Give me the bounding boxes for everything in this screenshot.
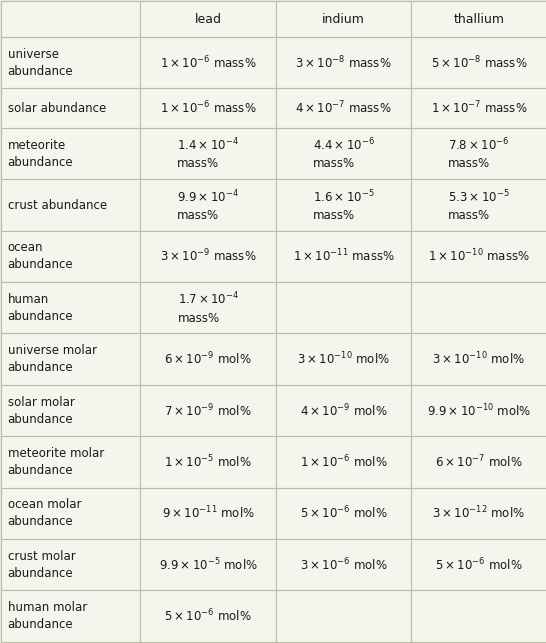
Text: $5\times10^{-6}$ mol%: $5\times10^{-6}$ mol% <box>300 505 387 521</box>
Bar <box>276 487 411 539</box>
Text: $3\times10^{-8}$ mass%: $3\times10^{-8}$ mass% <box>295 54 391 71</box>
Text: $6\times10^{-9}$ mol%: $6\times10^{-9}$ mol% <box>164 351 252 367</box>
Text: crust abundance: crust abundance <box>8 199 107 212</box>
Bar <box>276 590 411 642</box>
Bar <box>411 1 546 37</box>
Bar <box>1 231 140 282</box>
Text: meteorite molar
abundance: meteorite molar abundance <box>8 447 104 477</box>
Text: $1.7\times10^{-4}$
mass%: $1.7\times10^{-4}$ mass% <box>177 291 239 325</box>
Bar <box>411 334 546 385</box>
Text: $1.6\times10^{-5}$
mass%: $1.6\times10^{-5}$ mass% <box>313 188 374 222</box>
Bar <box>1 37 140 88</box>
Bar <box>140 88 276 128</box>
Bar <box>411 487 546 539</box>
Text: thallium: thallium <box>453 13 505 26</box>
Bar <box>276 231 411 282</box>
Bar <box>140 436 276 487</box>
Bar <box>411 231 546 282</box>
Bar <box>140 539 276 590</box>
Text: indium: indium <box>322 13 365 26</box>
Bar <box>1 487 140 539</box>
Text: $7\times10^{-9}$ mol%: $7\times10^{-9}$ mol% <box>164 403 252 419</box>
Bar <box>140 128 276 179</box>
Text: $3\times10^{-6}$ mol%: $3\times10^{-6}$ mol% <box>300 556 387 573</box>
Text: $4\times10^{-9}$ mol%: $4\times10^{-9}$ mol% <box>300 403 387 419</box>
Text: $1\times10^{-6}$ mass%: $1\times10^{-6}$ mass% <box>160 100 256 116</box>
Text: $9.9\times10^{-10}$ mol%: $9.9\times10^{-10}$ mol% <box>427 403 531 419</box>
Bar <box>411 37 546 88</box>
Bar <box>411 590 546 642</box>
Bar <box>1 385 140 436</box>
Text: $6\times10^{-7}$ mol%: $6\times10^{-7}$ mol% <box>435 453 523 470</box>
Bar <box>1 88 140 128</box>
Bar <box>276 128 411 179</box>
Text: solar abundance: solar abundance <box>8 102 106 114</box>
Text: $9.9\times10^{-5}$ mol%: $9.9\times10^{-5}$ mol% <box>159 556 257 573</box>
Bar <box>276 385 411 436</box>
Bar <box>276 179 411 231</box>
Text: $3\times10^{-10}$ mol%: $3\times10^{-10}$ mol% <box>297 351 390 367</box>
Text: $9\times10^{-11}$ mol%: $9\times10^{-11}$ mol% <box>162 505 254 521</box>
Bar <box>140 231 276 282</box>
Text: $3\times10^{-12}$ mol%: $3\times10^{-12}$ mol% <box>432 505 525 521</box>
Bar <box>140 1 276 37</box>
Text: $7.8\times10^{-6}$
mass%: $7.8\times10^{-6}$ mass% <box>448 137 509 170</box>
Bar <box>1 1 140 37</box>
Bar <box>276 334 411 385</box>
Bar <box>140 487 276 539</box>
Bar <box>276 1 411 37</box>
Text: $1\times10^{-11}$ mass%: $1\times10^{-11}$ mass% <box>293 248 394 265</box>
Text: universe molar
abundance: universe molar abundance <box>8 344 97 374</box>
Bar <box>411 128 546 179</box>
Text: human
abundance: human abundance <box>8 293 73 323</box>
Text: $5\times10^{-8}$ mass%: $5\times10^{-8}$ mass% <box>431 54 527 71</box>
Text: $1\times10^{-10}$ mass%: $1\times10^{-10}$ mass% <box>428 248 530 265</box>
Bar <box>411 179 546 231</box>
Bar <box>276 436 411 487</box>
Text: $3\times10^{-9}$ mass%: $3\times10^{-9}$ mass% <box>160 248 256 265</box>
Bar <box>140 334 276 385</box>
Bar <box>140 282 276 334</box>
Bar <box>1 334 140 385</box>
Text: $4\times10^{-7}$ mass%: $4\times10^{-7}$ mass% <box>295 100 391 116</box>
Bar <box>1 128 140 179</box>
Text: $4.4\times10^{-6}$
mass%: $4.4\times10^{-6}$ mass% <box>312 137 375 170</box>
Bar <box>411 282 546 334</box>
Bar <box>140 590 276 642</box>
Text: $3\times10^{-10}$ mol%: $3\times10^{-10}$ mol% <box>432 351 525 367</box>
Bar <box>411 539 546 590</box>
Bar <box>276 282 411 334</box>
Bar <box>411 436 546 487</box>
Bar <box>1 590 140 642</box>
Text: human molar
abundance: human molar abundance <box>8 601 87 631</box>
Text: $1\times10^{-7}$ mass%: $1\times10^{-7}$ mass% <box>431 100 527 116</box>
Bar <box>411 385 546 436</box>
Bar <box>1 436 140 487</box>
Text: $1\times10^{-6}$ mass%: $1\times10^{-6}$ mass% <box>160 54 256 71</box>
Bar <box>411 88 546 128</box>
Bar <box>140 179 276 231</box>
Text: $5.3\times10^{-5}$
mass%: $5.3\times10^{-5}$ mass% <box>448 188 509 222</box>
Text: $5\times10^{-6}$ mol%: $5\times10^{-6}$ mol% <box>435 556 523 573</box>
Bar <box>140 385 276 436</box>
Bar <box>276 539 411 590</box>
Text: $5\times10^{-6}$ mol%: $5\times10^{-6}$ mol% <box>164 608 252 624</box>
Text: solar molar
abundance: solar molar abundance <box>8 395 74 426</box>
Bar <box>1 282 140 334</box>
Text: $9.9\times10^{-4}$
mass%: $9.9\times10^{-4}$ mass% <box>177 188 239 222</box>
Text: universe
abundance: universe abundance <box>8 48 73 78</box>
Text: ocean molar
abundance: ocean molar abundance <box>8 498 81 529</box>
Bar <box>140 37 276 88</box>
Bar <box>1 179 140 231</box>
Bar <box>1 539 140 590</box>
Text: $1\times10^{-5}$ mol%: $1\times10^{-5}$ mol% <box>164 453 252 470</box>
Bar <box>276 37 411 88</box>
Text: crust molar
abundance: crust molar abundance <box>8 550 75 579</box>
Text: $1.4\times10^{-4}$
mass%: $1.4\times10^{-4}$ mass% <box>177 137 239 170</box>
Text: meteorite
abundance: meteorite abundance <box>8 139 73 168</box>
Text: lead: lead <box>194 13 222 26</box>
Text: ocean
abundance: ocean abundance <box>8 241 73 271</box>
Bar <box>276 88 411 128</box>
Text: $1\times10^{-6}$ mol%: $1\times10^{-6}$ mol% <box>300 453 387 470</box>
